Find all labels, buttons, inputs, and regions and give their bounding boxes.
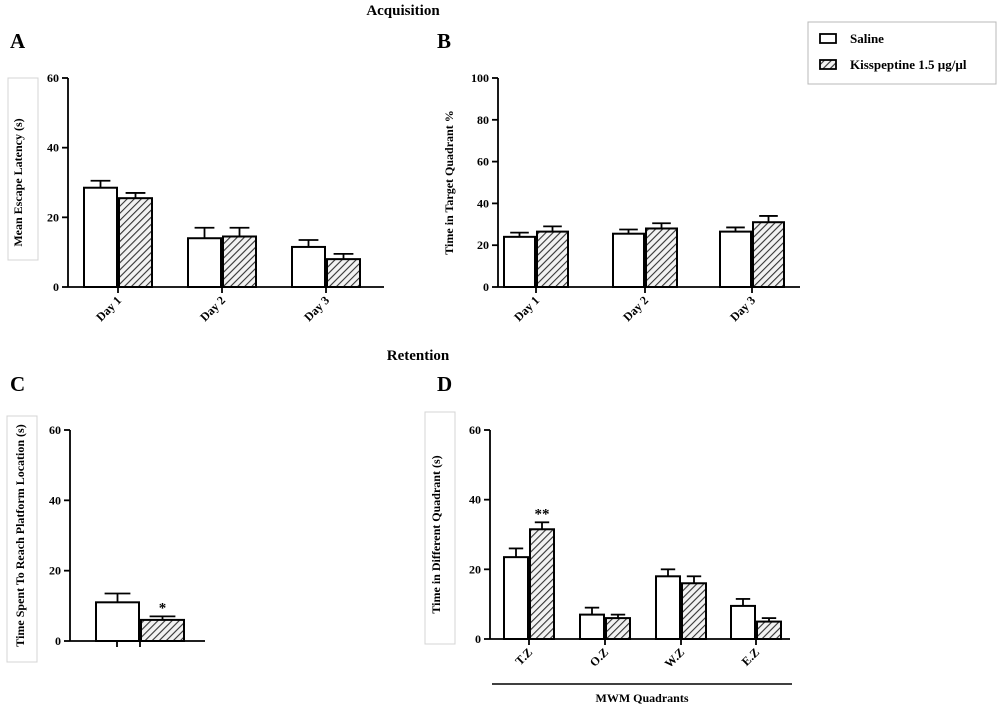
- bar-saline: [655, 575, 681, 640]
- panel-letter: A: [10, 29, 26, 53]
- x-axis-label: MWM Quadrants: [596, 691, 689, 705]
- y-tick-label: 60: [47, 71, 59, 85]
- bar-saline: [612, 232, 645, 288]
- bar-kisspeptine: [756, 620, 782, 640]
- chart-panel-c: C Time Spent To Reach Platform Location (…: [6, 372, 205, 663]
- ylabel-frame: [424, 411, 456, 645]
- bar-saline: [95, 601, 140, 642]
- ylabel-frame: [6, 415, 38, 663]
- y-tick-label: 60: [49, 423, 61, 437]
- bar-kisspeptine: [536, 230, 569, 289]
- section-title-acquisition: Acquisition: [366, 3, 440, 19]
- y-tick-label: 0: [53, 280, 59, 294]
- ylabel-frame: [7, 77, 39, 261]
- significance-marker: *: [159, 600, 167, 616]
- bar-saline: [503, 235, 536, 288]
- x-tick-label: O.Z: [587, 645, 611, 669]
- legend-swatch-kisspeptine: [819, 59, 837, 70]
- legend: Saline Kisspeptine 1.5 µg/µl: [807, 21, 997, 85]
- y-axis-label: Mean Escape Latency (s): [11, 118, 25, 246]
- y-tick-label: 0: [475, 632, 481, 646]
- y-tick-label: 40: [477, 196, 489, 210]
- chart-panel-b: B Time in Target Quadrant % 0 20 40 60 80 100 Da…: [437, 29, 800, 324]
- y-tick-label: 80: [477, 113, 489, 127]
- bar-kisspeptine: [605, 617, 631, 640]
- y-axis-label: Time in Target Quadrant %: [442, 110, 456, 254]
- y-tick-label: 40: [49, 493, 61, 507]
- y-tick-label: 60: [477, 155, 489, 169]
- section-title-retention: Retention: [387, 348, 450, 364]
- panel-letter: D: [437, 372, 452, 396]
- x-tick-label: Day 1: [93, 293, 124, 324]
- y-axis-label: Time Spent To Reach Platform Location (s…: [13, 424, 27, 646]
- x-tick-label: T.Z: [512, 645, 535, 668]
- bar-saline: [730, 604, 756, 640]
- y-tick-label: 0: [483, 280, 489, 294]
- legend-label-kisspeptine: Kisspeptine 1.5 µg/µl: [850, 57, 967, 72]
- y-axis-label: Time in Different Quadrant (s): [429, 455, 443, 613]
- x-tick-label: W.Z: [662, 645, 687, 670]
- x-tick-label: Day 3: [301, 293, 332, 324]
- bar-saline: [291, 245, 326, 288]
- x-tick-label: Day 2: [620, 293, 651, 324]
- x-tick-label: Day 2: [197, 293, 228, 324]
- bar-saline: [503, 556, 529, 640]
- chart-panel-a: A Mean Escape Latency (s) 0 20 40 60 Day 1 Day …: [7, 29, 384, 324]
- y-tick-label: 60: [469, 423, 481, 437]
- bar-saline: [719, 230, 752, 289]
- y-tick-label: 20: [49, 564, 61, 578]
- y-tick-label: 100: [471, 71, 489, 85]
- bar-kisspeptine: [140, 618, 185, 643]
- significance-marker: **: [535, 506, 550, 522]
- bar-saline: [83, 186, 118, 289]
- x-tick-label: E.Z: [739, 645, 762, 668]
- bar-kisspeptine: [118, 197, 153, 288]
- panel-letter: C: [10, 372, 25, 396]
- bar-kisspeptine: [529, 528, 555, 641]
- y-tick-label: 40: [469, 493, 481, 507]
- y-tick-label: 20: [47, 210, 59, 224]
- x-tick-label: Day 1: [511, 293, 542, 324]
- legend-box: [807, 21, 997, 85]
- bar-kisspeptine: [222, 235, 257, 289]
- y-tick-label: 20: [469, 562, 481, 576]
- y-tick-label: 0: [55, 634, 61, 648]
- x-tick-label: Day 3: [727, 293, 758, 324]
- chart-panel-d: D Time in Different Quadrant (s) 0 20 40 60 T.…: [424, 372, 792, 705]
- legend-swatch-saline: [819, 33, 837, 44]
- y-tick-label: 40: [47, 141, 59, 155]
- legend-label-saline: Saline: [850, 31, 884, 46]
- bar-kisspeptine: [752, 221, 785, 289]
- bar-kisspeptine: [326, 258, 361, 288]
- bar-kisspeptine: [645, 227, 678, 288]
- y-tick-label: 20: [477, 238, 489, 252]
- panel-letter: B: [437, 29, 451, 53]
- bar-saline: [579, 613, 605, 640]
- bar-saline: [187, 237, 222, 289]
- bar-kisspeptine: [681, 582, 707, 640]
